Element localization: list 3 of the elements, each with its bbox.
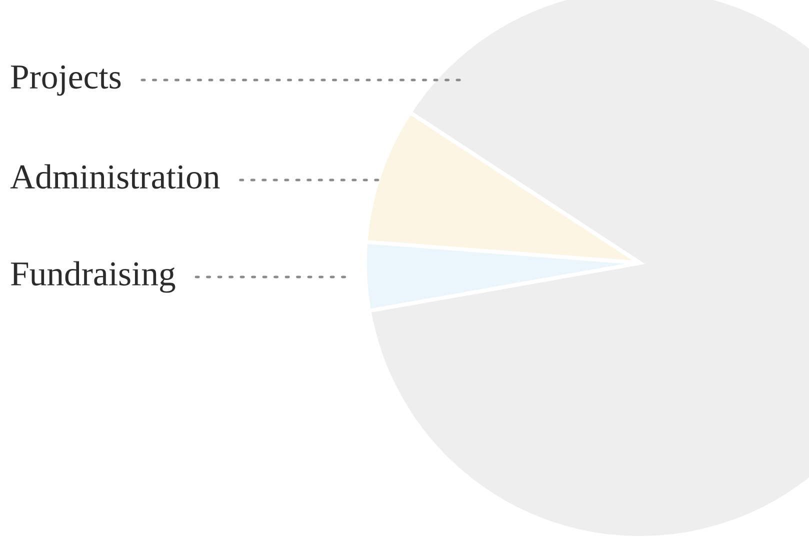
slice-label: Projects xyxy=(11,65,121,96)
slice-label: Administration xyxy=(10,164,220,189)
slice-label: Fundraising xyxy=(11,261,176,293)
